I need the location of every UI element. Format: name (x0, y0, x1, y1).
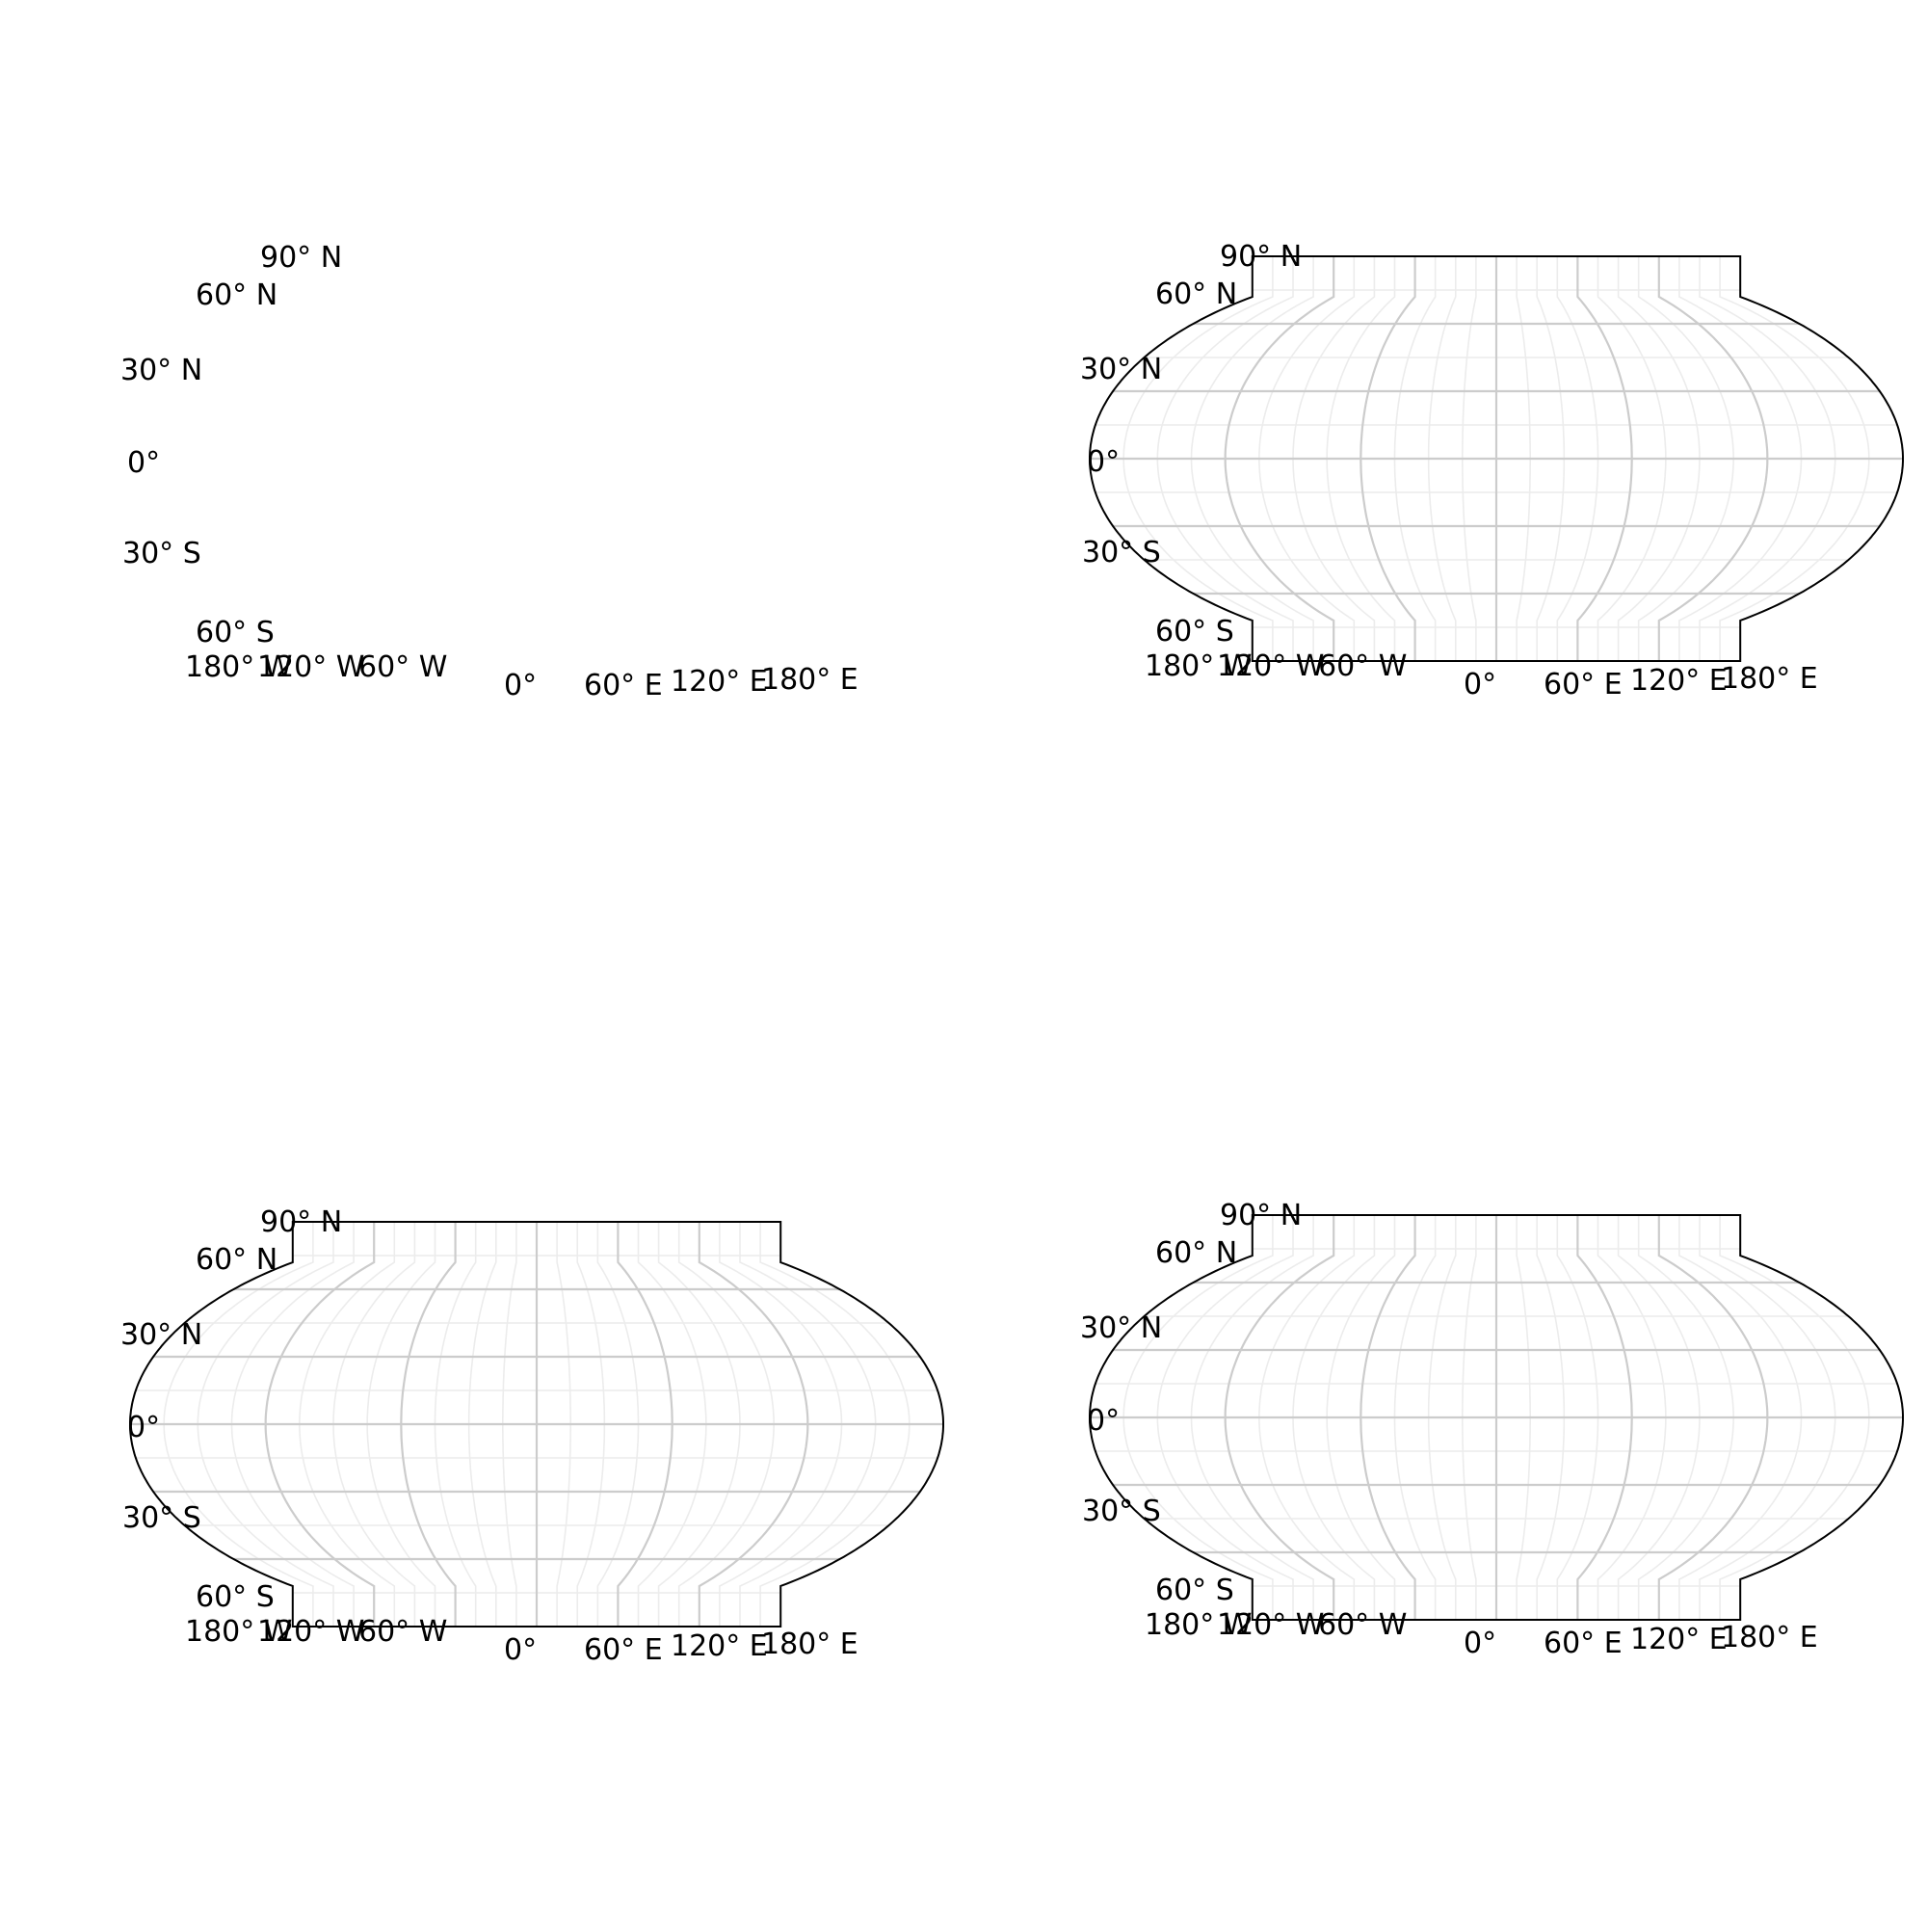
lat-label: 60° S (1155, 615, 1234, 648)
lon-label: 180° W (1145, 1608, 1252, 1642)
lon-label: 120° W (257, 1615, 364, 1649)
lon-label: 180° E (1721, 1621, 1818, 1654)
lon-label: 180° E (1721, 662, 1818, 696)
lon-label: 180° E (761, 1628, 858, 1661)
lon-label: 180° E (761, 663, 858, 697)
meridian-major (1224, 256, 1335, 661)
lon-label: 120° W (1217, 1608, 1324, 1642)
graticule (1090, 256, 1903, 661)
lon-label: 120° E (671, 1629, 768, 1663)
lat-label: 90° N (260, 1205, 342, 1239)
meridian-major (1359, 256, 1416, 661)
lon-label: 180° W (1145, 649, 1252, 683)
lat-label: 30° S (1082, 1495, 1161, 1528)
map-boundary (1089, 1214, 1904, 1621)
lon-label: 180° W (185, 650, 292, 684)
meridian-major (1576, 256, 1633, 661)
lon-label: 60° W (1318, 649, 1407, 683)
lat-label: 60° N (1155, 1236, 1237, 1270)
lat-label: 60° N (196, 278, 277, 312)
meridian-major (1576, 1215, 1633, 1620)
lat-label: 30° S (122, 1501, 201, 1535)
lon-label: 60° E (584, 669, 663, 702)
lon-label: 0° (504, 669, 537, 702)
meridian-major (1657, 256, 1769, 661)
lat-label: 30° N (1080, 353, 1162, 386)
lat-label: 30° S (122, 537, 201, 570)
graticule (130, 1222, 943, 1627)
meridian-major (1359, 1215, 1416, 1620)
lon-label: 120° E (1630, 1623, 1728, 1656)
lat-label: 0° (127, 446, 160, 480)
lon-label: 120° W (1217, 649, 1324, 683)
meridian-major (400, 1222, 457, 1627)
lat-label: 60° N (196, 1243, 277, 1277)
lon-label: 60° W (358, 650, 447, 684)
lat-label: 0° (127, 1411, 160, 1444)
lat-label: 90° N (260, 241, 342, 275)
lat-label: 30° N (120, 1318, 202, 1352)
lon-label: 0° (504, 1633, 537, 1667)
meridian-major (264, 1222, 376, 1627)
meridian-major (698, 1222, 809, 1627)
lat-label: 30° N (1080, 1311, 1162, 1345)
lat-label: 0° (1087, 1404, 1120, 1438)
map-boundary (129, 1221, 944, 1628)
map-boundary (1089, 255, 1904, 662)
lon-label: 120° E (671, 665, 768, 699)
graticule (1090, 1215, 1903, 1620)
lon-label: 60° E (584, 1633, 663, 1667)
lat-label: 60° N (1155, 278, 1237, 311)
lat-label: 0° (1087, 445, 1120, 479)
lat-label: 60° S (196, 616, 275, 649)
lon-label: 120° W (257, 650, 364, 684)
lon-label: 120° E (1630, 664, 1728, 698)
lon-label: 60° E (1544, 668, 1623, 701)
lat-label: 60° S (1155, 1574, 1234, 1607)
meridian-major (1224, 1215, 1335, 1620)
lat-label: 90° N (1220, 1199, 1302, 1232)
lon-label: 0° (1464, 668, 1496, 701)
meridian-major (1657, 1215, 1769, 1620)
lon-label: 0° (1464, 1627, 1496, 1660)
lon-label: 60° E (1544, 1627, 1623, 1660)
lon-label: 60° W (1318, 1608, 1407, 1642)
meridian-major (617, 1222, 673, 1627)
lat-label: 60° S (196, 1580, 275, 1614)
lon-label: 180° W (185, 1615, 292, 1649)
lat-label: 30° N (120, 354, 202, 387)
lat-label: 30° S (1082, 536, 1161, 569)
lon-label: 60° W (358, 1615, 447, 1649)
lat-label: 90° N (1220, 240, 1302, 274)
